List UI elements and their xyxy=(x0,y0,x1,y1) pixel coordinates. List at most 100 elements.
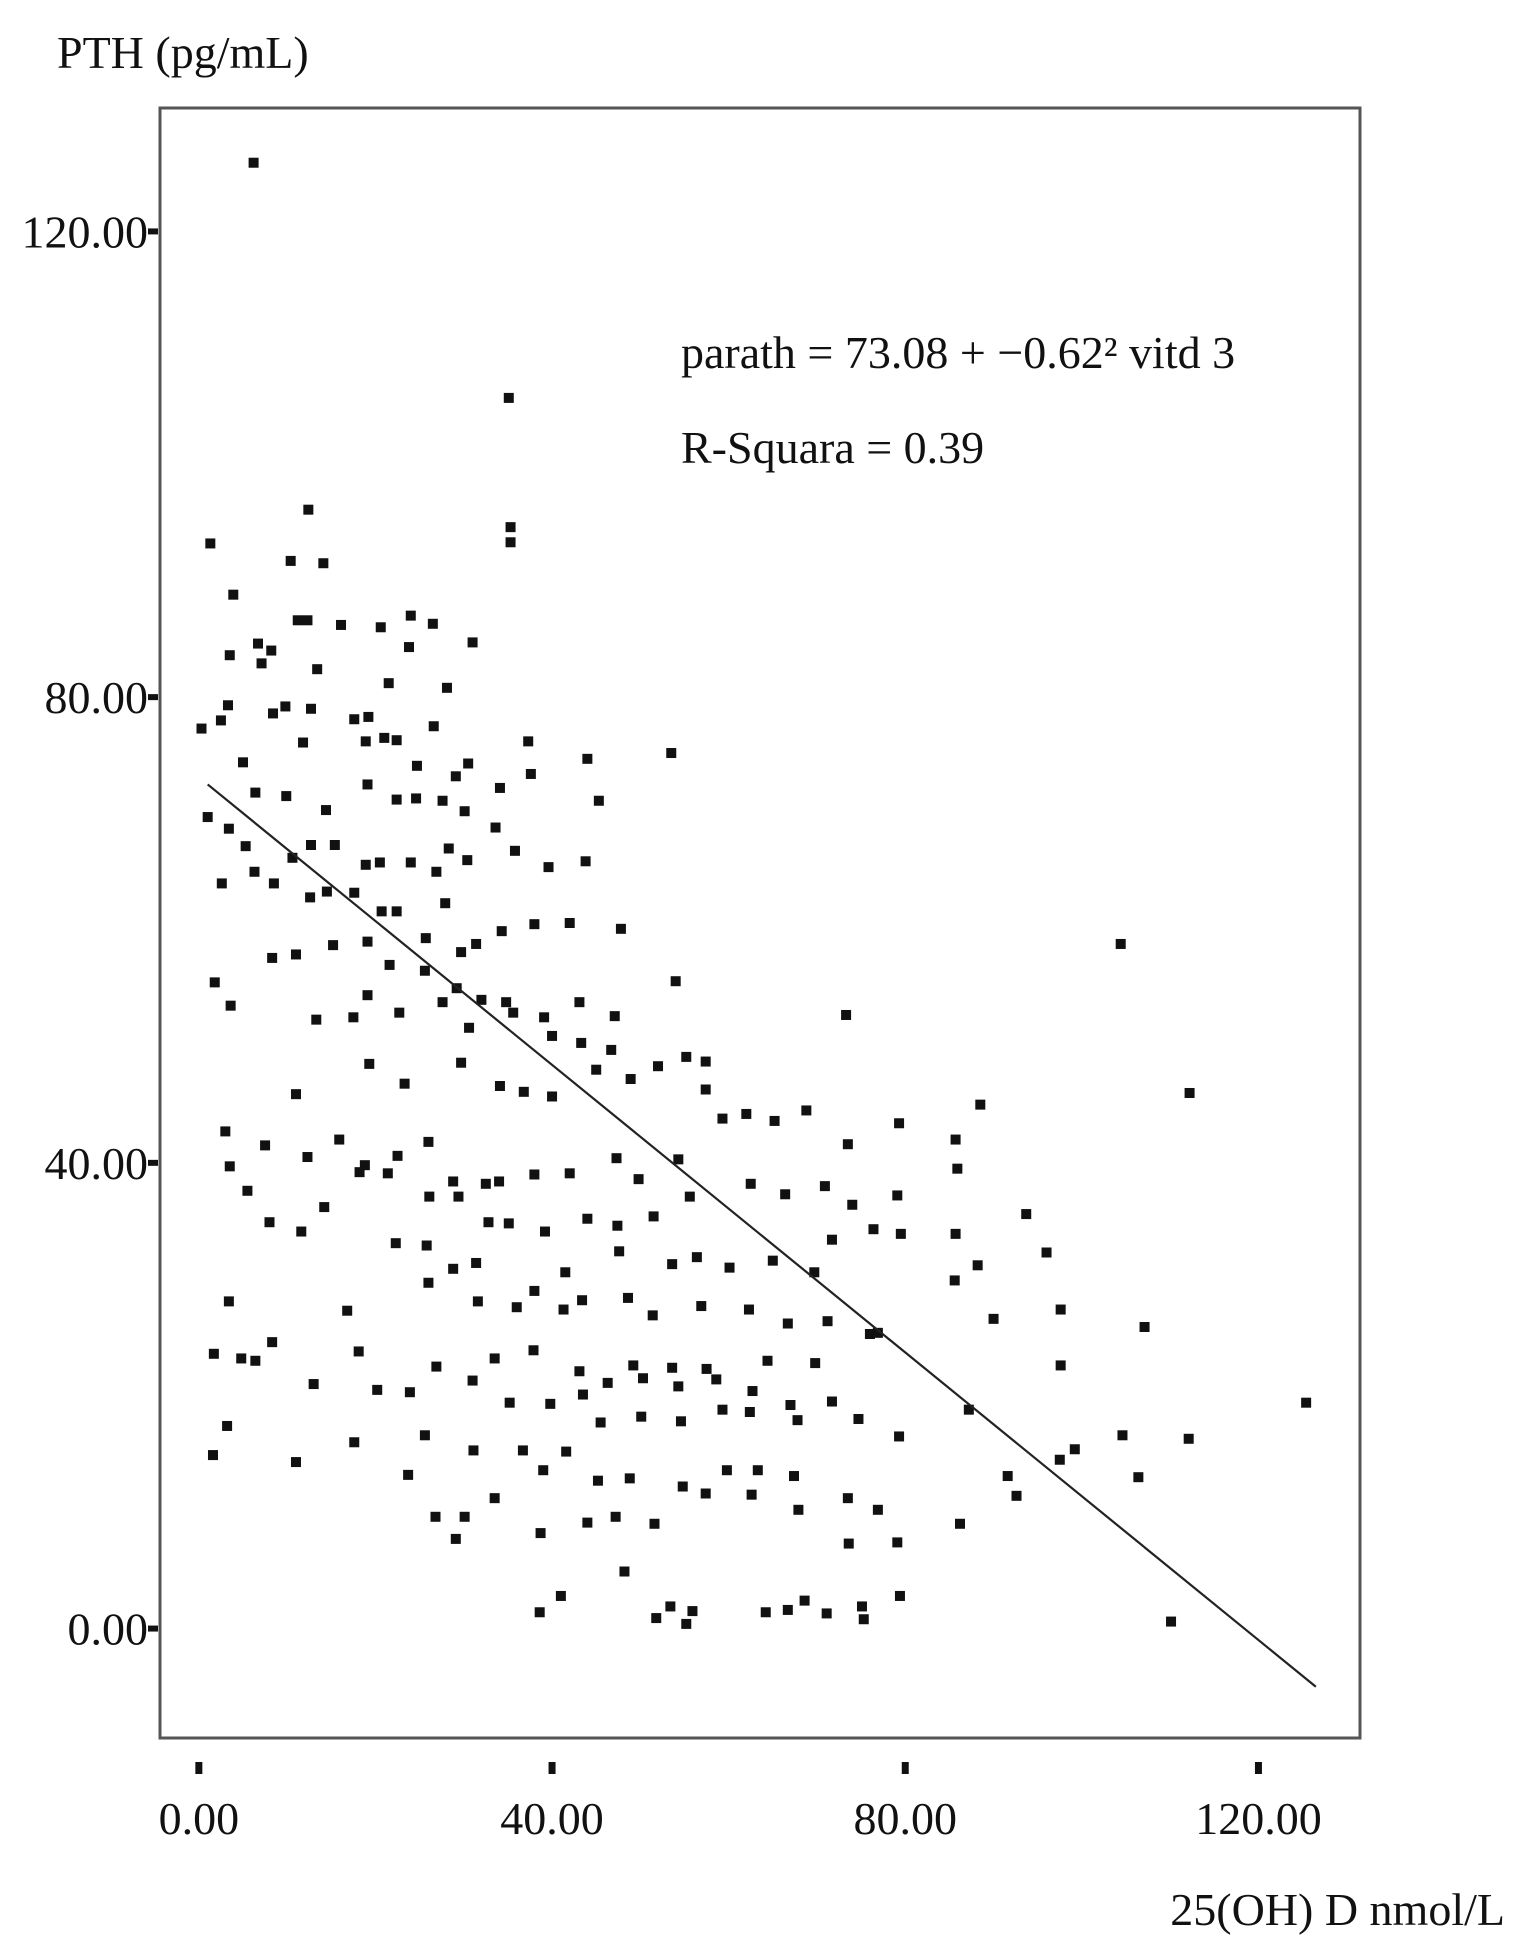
x-tick-label: 80.00 xyxy=(854,1793,958,1844)
data-point xyxy=(292,615,303,626)
data-point xyxy=(248,157,259,168)
data-point xyxy=(1115,938,1126,949)
data-point xyxy=(1011,1490,1022,1501)
data-point xyxy=(684,1191,695,1202)
data-point xyxy=(302,1152,313,1163)
data-point xyxy=(622,1292,633,1303)
data-point xyxy=(328,940,339,951)
data-point xyxy=(404,642,415,653)
data-point xyxy=(677,1481,688,1492)
data-point xyxy=(564,918,575,928)
data-point xyxy=(593,795,604,806)
data-point xyxy=(480,1178,491,1189)
data-point xyxy=(196,723,207,734)
data-point xyxy=(591,1064,602,1075)
data-point xyxy=(681,1051,692,1062)
data-point xyxy=(539,1012,550,1023)
data-point xyxy=(1041,1247,1052,1258)
data-point xyxy=(651,1613,662,1624)
data-point xyxy=(741,1108,752,1119)
data-point xyxy=(649,1518,660,1529)
data-point xyxy=(523,736,534,747)
data-point xyxy=(302,615,313,626)
data-point xyxy=(238,757,249,768)
data-point xyxy=(606,1044,617,1055)
data-point xyxy=(505,522,516,533)
data-point xyxy=(539,1226,550,1237)
data-point xyxy=(673,1381,684,1392)
data-point xyxy=(535,1528,546,1539)
data-point xyxy=(511,1302,522,1313)
data-point xyxy=(305,703,316,714)
data-point xyxy=(793,1504,804,1515)
data-point xyxy=(612,1220,623,1231)
data-point xyxy=(700,1056,711,1067)
data-point xyxy=(538,1465,549,1476)
data-point xyxy=(724,1262,735,1273)
data-point xyxy=(236,1353,247,1364)
r-squared-annotation: R-Squara = 0.39 xyxy=(681,422,984,473)
data-point xyxy=(290,1089,301,1100)
data-point xyxy=(453,1191,464,1202)
data-point xyxy=(362,779,373,790)
data-point xyxy=(972,1260,983,1271)
data-point xyxy=(382,1168,393,1179)
data-point xyxy=(207,1450,218,1461)
data-point xyxy=(619,1566,630,1577)
data-point xyxy=(405,610,416,621)
data-point xyxy=(437,795,448,806)
x-tick-label: 40.00 xyxy=(500,1793,604,1844)
data-point xyxy=(700,1084,711,1095)
x-tick-label: 0.00 xyxy=(159,1793,240,1844)
data-point xyxy=(467,1375,478,1386)
data-point xyxy=(1139,1322,1150,1333)
data-point xyxy=(577,1389,588,1400)
data-point xyxy=(1183,1433,1194,1444)
data-point xyxy=(411,793,422,804)
data-point xyxy=(437,997,448,1008)
data-point xyxy=(574,1366,585,1377)
data-point xyxy=(228,589,239,600)
data-point xyxy=(746,1489,757,1500)
plot-frame xyxy=(158,106,1362,1740)
data-point xyxy=(667,1362,678,1373)
data-point xyxy=(423,1277,434,1288)
data-point xyxy=(403,1469,414,1480)
data-point xyxy=(501,997,512,1008)
data-point xyxy=(476,994,487,1005)
data-point xyxy=(892,1190,903,1201)
data-point xyxy=(427,618,438,629)
data-point xyxy=(847,1199,858,1210)
data-point xyxy=(666,748,677,759)
data-point xyxy=(264,1217,275,1228)
data-point xyxy=(305,839,316,850)
data-point xyxy=(821,1608,832,1619)
data-point xyxy=(456,1057,467,1068)
data-point xyxy=(624,1473,635,1484)
data-point xyxy=(788,1471,799,1482)
data-point xyxy=(518,1086,529,1097)
data-point xyxy=(290,1457,301,1468)
data-point xyxy=(390,1238,401,1249)
data-point xyxy=(222,700,233,711)
data-point xyxy=(1166,1616,1177,1627)
y-tick-label: 80.00 xyxy=(45,672,149,723)
data-point xyxy=(819,1181,830,1192)
data-point xyxy=(260,1140,271,1151)
data-point xyxy=(202,812,213,823)
data-point xyxy=(508,1007,519,1018)
data-point xyxy=(471,1257,482,1268)
data-point xyxy=(529,919,540,930)
data-point xyxy=(483,1217,494,1228)
data-point xyxy=(856,1601,867,1612)
data-point xyxy=(468,1445,479,1456)
data-point xyxy=(489,1353,500,1364)
data-point xyxy=(281,791,292,802)
data-point xyxy=(988,1313,999,1324)
data-point xyxy=(503,1218,514,1229)
data-point xyxy=(648,1211,659,1222)
data-point xyxy=(290,949,301,960)
data-point xyxy=(268,708,279,719)
data-point xyxy=(242,1185,253,1196)
